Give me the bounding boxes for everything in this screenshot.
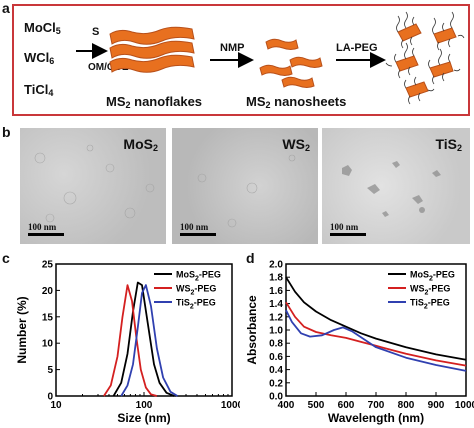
dls-legend-label-1: WS2-PEG <box>176 284 216 297</box>
tem-texture <box>34 144 155 223</box>
tem-image-ws2: WS2 100 nm <box>172 128 318 244</box>
abs-y-tick-label: 1.8 <box>269 273 283 284</box>
schematic-graphics <box>76 11 465 105</box>
dls-series-line-0 <box>112 281 175 397</box>
dls-y-tick-label: 25 <box>42 260 54 271</box>
nanosheets-label: MS2 nanosheets <box>246 94 347 110</box>
tem-title-tis2: TiS2 <box>435 136 462 153</box>
dls-y-tick-label: 0 <box>47 392 53 403</box>
panel-label-c: c <box>2 250 10 266</box>
abs-x-tick-label: 600 <box>338 400 355 411</box>
panel-label-d: d <box>246 250 255 266</box>
step-nmp-label: NMP <box>220 42 245 54</box>
scale-label-mos2: 100 nm <box>28 222 57 232</box>
tem-texture <box>197 154 296 228</box>
abs-y-tick-label: 1.2 <box>269 312 283 323</box>
step-lapeg-label: LA-PEG <box>336 42 378 54</box>
abs-y-axis-label: Absorbance <box>245 295 259 365</box>
scale-bar-tis2 <box>330 233 366 236</box>
precursor-wcl6: WCl6 <box>24 50 55 66</box>
tem-title-ws2: WS2 <box>282 136 310 153</box>
abs-y-tick-label: 1.0 <box>269 326 283 337</box>
abs-y-tick-label: 0.2 <box>269 378 283 389</box>
tem-texture <box>342 161 441 217</box>
precursor-mocl5: MoCl5 <box>24 20 61 36</box>
nanoflakes-label: MS2 nanoflakes <box>106 94 203 110</box>
precursor-ticl4: TiCl4 <box>24 82 54 98</box>
reagent-sulfur: S <box>92 26 100 38</box>
dls-series-line-2 <box>120 284 178 397</box>
abs-y-tick-label: 0.8 <box>269 339 283 350</box>
panel-label-b: b <box>2 124 11 140</box>
abs-x-axis-label: Wavelength (nm) <box>328 411 424 425</box>
abs-series-line-2 <box>285 309 467 372</box>
scale-label-ws2: 100 nm <box>180 222 209 232</box>
dls-y-tick-label: 10 <box>42 339 54 350</box>
synthesis-schematic: MoCl5 WCl6 TiCl4 S OM/ODE <box>12 4 470 116</box>
abs-y-tick-label: 1.6 <box>269 286 283 297</box>
abs-y-tick-label: 2.0 <box>269 260 283 271</box>
nanosheets-icon <box>259 38 323 88</box>
abs-y-tick-label: 1.4 <box>269 299 283 310</box>
tem-title-mos2: MoS2 <box>123 136 158 153</box>
abs-x-tick-label: 400 <box>278 400 295 411</box>
abs-x-tick-label: 800 <box>398 400 415 411</box>
panel-label-a: a <box>2 0 10 16</box>
scale-bar-ws2 <box>180 233 216 236</box>
solvent-label: OM/ODE <box>88 62 129 73</box>
dls-y-tick-label: 15 <box>42 312 54 323</box>
dls-y-tick-label: 20 <box>42 286 54 297</box>
nanoflakes-stack-icon <box>109 26 195 73</box>
dls-legend-label-0: MoS2-PEG <box>176 270 221 283</box>
abs-x-tick-label: 900 <box>428 400 445 411</box>
abs-y-tick-label: 0.6 <box>269 352 283 363</box>
abs-legend-label-1: WS2-PEG <box>410 284 450 297</box>
dls-y-tick-label: 5 <box>47 365 53 376</box>
pegylated-sheets-icon <box>385 11 465 105</box>
abs-legend-label-2: TiS2-PEG <box>410 298 450 311</box>
abs-x-tick-label: 500 <box>308 400 325 411</box>
dls-legend-label-2: TiS2-PEG <box>176 298 216 311</box>
scale-label-tis2: 100 nm <box>330 222 359 232</box>
tem-image-mos2: MoS2 100 nm <box>20 128 166 244</box>
tem-image-tis2: TiS2 100 nm <box>322 128 470 244</box>
dls-x-tick-label: 100 <box>136 400 153 411</box>
abs-y-tick-label: 0.0 <box>269 392 283 403</box>
abs-legend-label-0: MoS2-PEG <box>410 270 455 283</box>
abs-series-line-0 <box>285 276 467 361</box>
dls-x-tick-label: 10 <box>50 400 62 411</box>
scale-bar-mos2 <box>28 233 64 236</box>
abs-series-line-1 <box>285 301 467 367</box>
abs-x-tick-label: 700 <box>368 400 385 411</box>
dls-series-line-1 <box>103 284 158 397</box>
dls-x-axis-label: Size (nm) <box>117 411 170 425</box>
dls-y-axis-label: Number (%) <box>15 296 29 363</box>
abs-y-tick-label: 0.4 <box>269 365 283 376</box>
